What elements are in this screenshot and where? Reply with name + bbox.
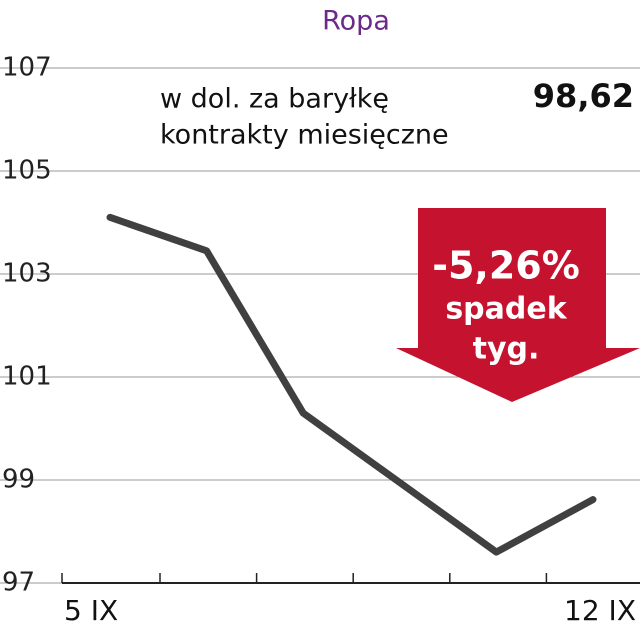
annotation: -5,26% (432, 244, 580, 288)
chart-title: Ropa (322, 6, 390, 37)
subtitle: w dol. za baryłkę (160, 84, 389, 115)
x-tick-label: 12 IX (564, 594, 636, 627)
value-label: 98,62 (533, 77, 634, 115)
y-tick-label: 103 (2, 259, 52, 289)
y-tick-label: 99 (2, 465, 35, 495)
y-tick-label: 107 (2, 53, 52, 83)
x-tick-label: 5 IX (64, 594, 118, 627)
y-tick-label: 101 (2, 362, 52, 392)
annotation: tyg. (473, 332, 540, 367)
subtitle: kontrakty miesięczne (160, 120, 449, 151)
line (106, 213, 597, 556)
annotation: spadek (445, 292, 567, 327)
arrow (396, 208, 640, 402)
y-tick-label: 97 (2, 568, 35, 598)
y-tick-label: 105 (2, 156, 52, 186)
